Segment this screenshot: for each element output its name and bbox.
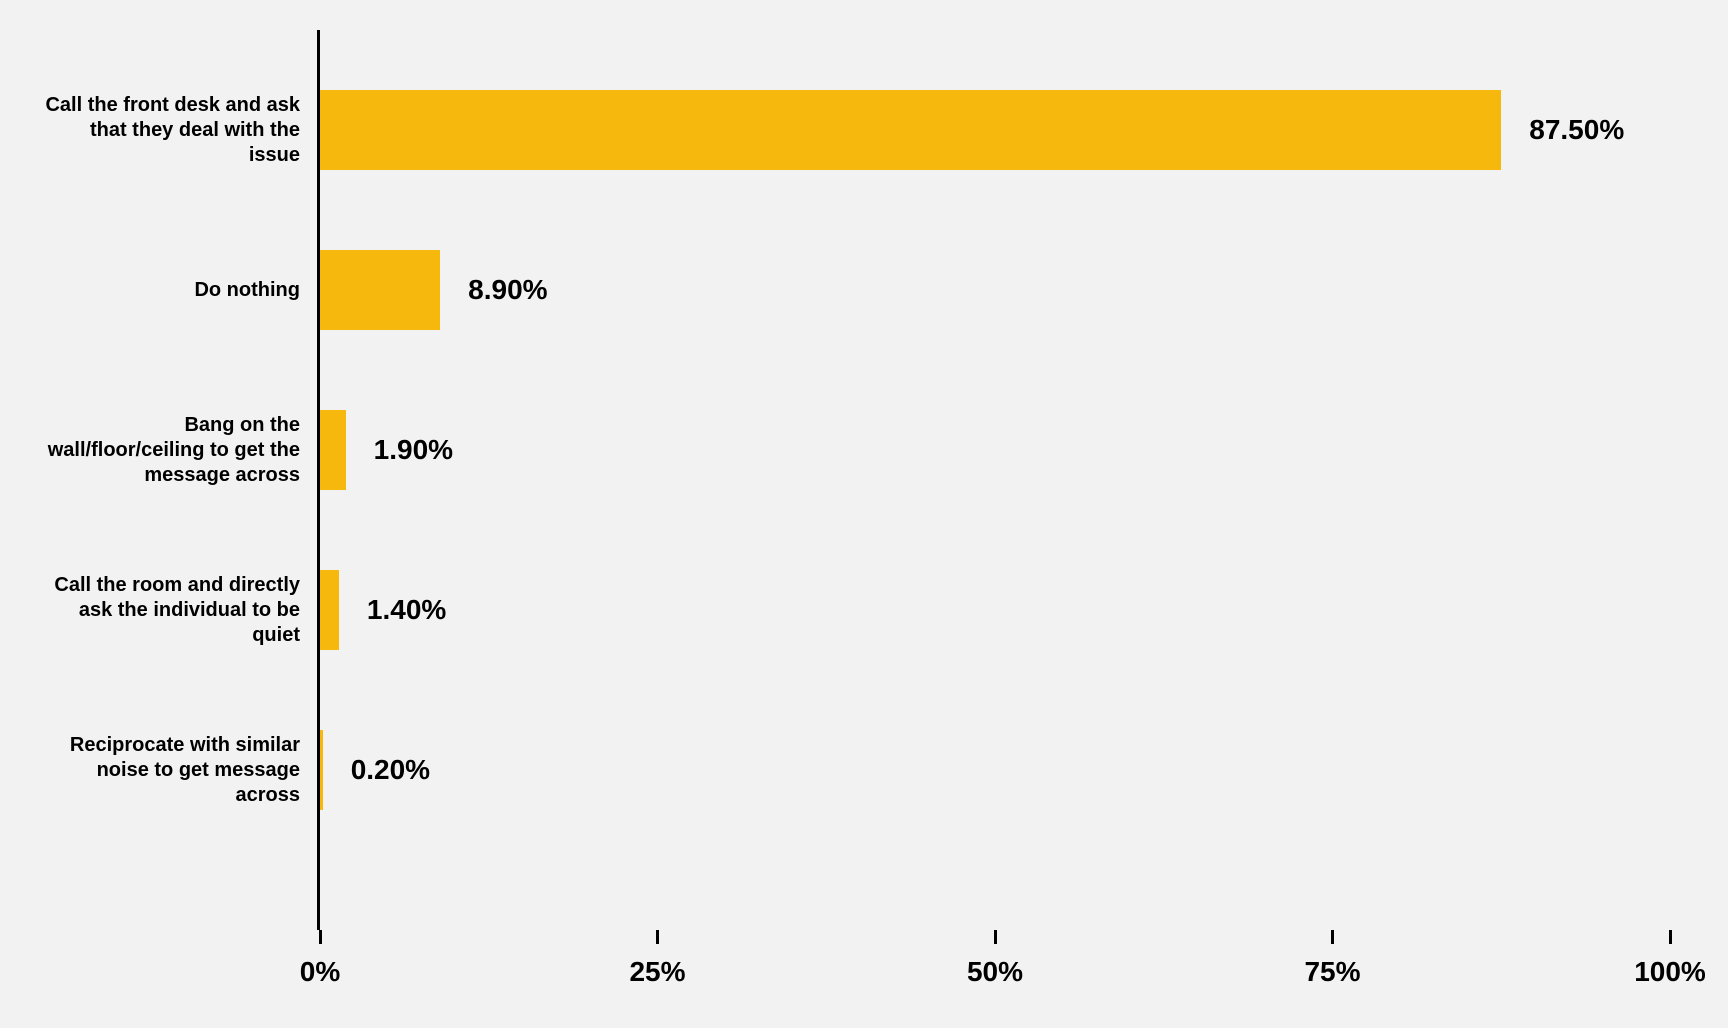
x-axis-tick-label: 50% (967, 956, 1023, 988)
bar-category-label: Bang on the wall/floor/ceiling to get th… (40, 413, 300, 488)
bar-value-label: 1.90% (374, 434, 453, 466)
chart-bar (320, 570, 339, 650)
bar-value-label: 8.90% (468, 274, 547, 306)
x-axis-tick (319, 930, 322, 944)
chart-bar (320, 90, 1501, 170)
bar-chart: 0% 25% 50% 75% 100% Call the front desk and a… (0, 0, 1728, 1028)
bar-category-label: Call the room and directly ask the indiv… (40, 573, 300, 648)
x-axis-tick-label: 0% (300, 956, 340, 988)
bar-category-label: Call the front desk and ask that they de… (40, 93, 300, 168)
bar-category-label: Reciprocate with similar noise to get me… (40, 733, 300, 808)
bar-value-label: 0.20% (351, 754, 430, 786)
chart-bar (320, 250, 440, 330)
x-axis-tick (994, 930, 997, 944)
chart-bar (320, 410, 346, 490)
bar-value-label: 87.50% (1529, 114, 1624, 146)
chart-bar (320, 730, 323, 810)
x-axis-tick-label: 25% (629, 956, 685, 988)
x-axis-tick (1331, 930, 1334, 944)
x-axis-tick (1669, 930, 1672, 944)
bar-category-label: Do nothing (40, 278, 300, 303)
bar-value-label: 1.40% (367, 594, 446, 626)
x-axis-tick-label: 75% (1304, 956, 1360, 988)
x-axis-tick-label: 100% (1634, 956, 1706, 988)
x-axis-tick (656, 930, 659, 944)
